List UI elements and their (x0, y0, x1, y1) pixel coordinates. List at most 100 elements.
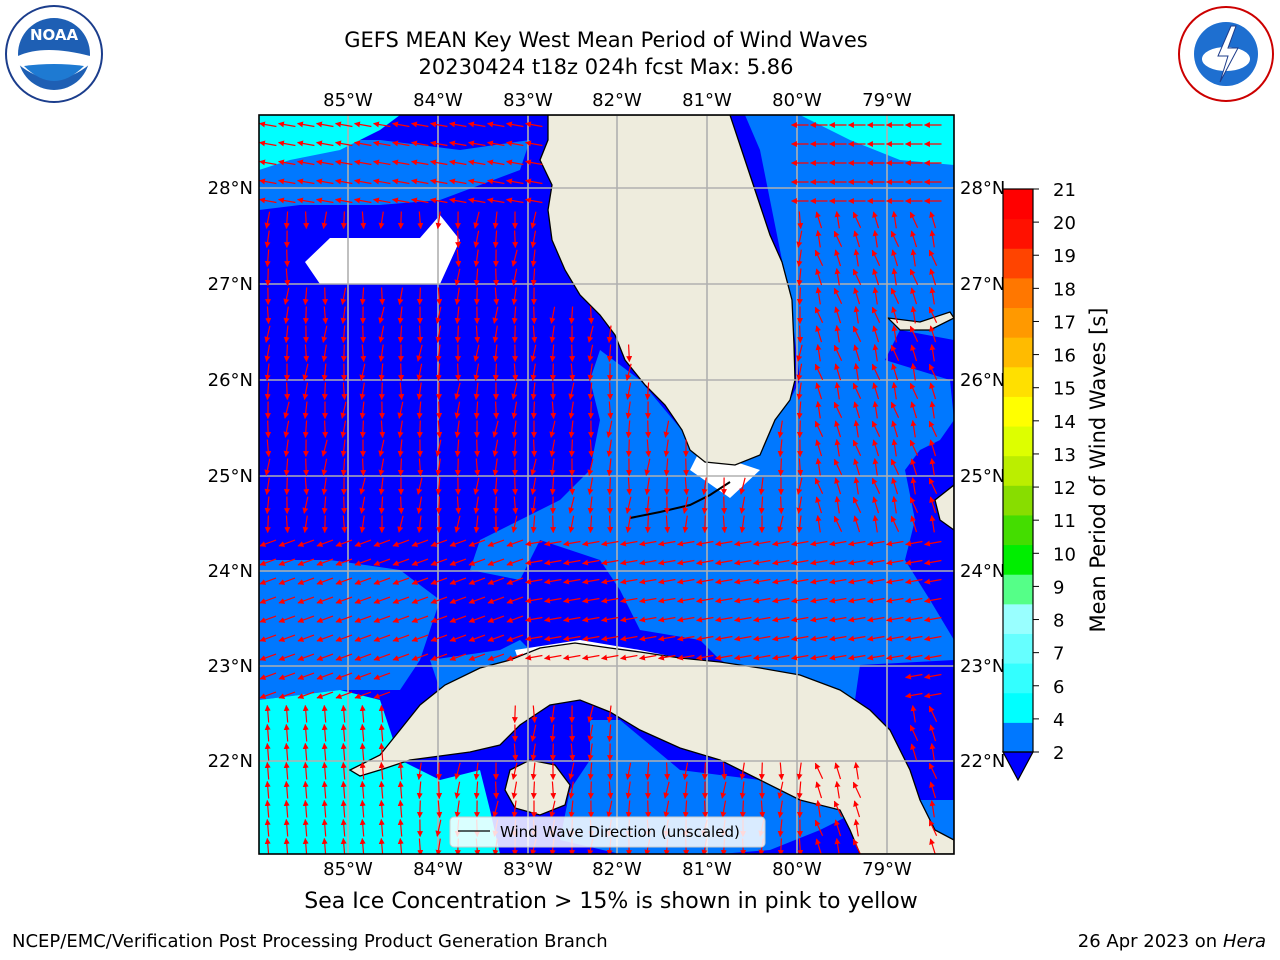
wave-direction-arrow (625, 420, 632, 439)
wave-direction-arrow (777, 439, 784, 458)
wave-direction-arrow (397, 818, 404, 837)
wave-direction-arrow (810, 654, 828, 661)
colorbar-frame (1002, 188, 1034, 753)
wave-direction-arrow (777, 800, 784, 818)
wave-direction-arrow (814, 420, 824, 437)
wave-direction-arrow (810, 635, 828, 642)
colorbar-segment (1003, 514, 1033, 546)
wave-direction-arrow (682, 762, 689, 780)
wave-direction-arrow (283, 742, 290, 761)
wave-direction-arrow (397, 458, 404, 477)
longitude-labels-top: 85°W 84°W 83°W 82°W 81°W 80°W 79°W (323, 90, 912, 111)
wave-direction-arrow (341, 496, 348, 515)
lat-label-left: 25°N (208, 466, 253, 487)
wave-direction-arrow (702, 800, 709, 819)
wave-direction-arrow (264, 458, 271, 476)
wave-direction-arrow (715, 578, 733, 585)
wave-direction-arrow (264, 780, 271, 799)
wave-direction-arrow (549, 363, 556, 382)
wave-direction-arrow (321, 363, 328, 382)
wave-direction-arrow (379, 287, 386, 306)
wave-direction-arrow (411, 178, 429, 185)
wave-direction-arrow (430, 539, 448, 547)
wave-direction-arrow (563, 578, 581, 585)
wave-direction-arrow (834, 382, 841, 400)
wave-direction-arrow (682, 496, 689, 514)
wave-direction-arrow (373, 596, 391, 604)
wave-direction-arrow (853, 230, 861, 248)
wave-direction-arrow (511, 420, 518, 438)
lat-label-left: 22°N (208, 751, 253, 772)
wave-direction-arrow (373, 615, 391, 623)
wave-direction-arrow (871, 363, 881, 380)
wave-direction-arrow (378, 458, 385, 476)
wave-direction-arrow (392, 558, 410, 566)
wave-direction-arrow (473, 382, 480, 400)
wave-direction-arrow (354, 615, 372, 623)
wave-direction-arrow (928, 306, 938, 323)
wave-direction-arrow (815, 382, 823, 400)
wave-direction-arrow (871, 306, 881, 323)
wave-direction-arrow (810, 559, 828, 566)
lat-label-right: 23°N (960, 656, 1005, 677)
wave-direction-arrow (928, 477, 938, 494)
wave-direction-arrow (449, 558, 467, 566)
wave-direction-arrow (511, 249, 518, 267)
wave-direction-arrow (639, 616, 657, 623)
footer-date: 26 Apr 2023 on Hera (1078, 931, 1266, 952)
wave-direction-arrow (677, 578, 695, 585)
colorbar-tick-label: 21 (1053, 180, 1076, 201)
wave-direction-arrow (867, 559, 885, 566)
wave-direction-arrow (359, 780, 366, 799)
wave-direction-arrow (924, 673, 942, 680)
wave-direction-arrow (392, 178, 410, 185)
wave-direction-arrow (340, 704, 347, 723)
wave-direction-arrow (416, 382, 423, 400)
wave-direction-arrow (834, 211, 841, 229)
wave-direction-arrow (340, 401, 347, 419)
wave-direction-arrow (417, 325, 424, 344)
land-masses (348, 115, 954, 854)
wave-direction-arrow (259, 691, 277, 699)
wave-direction-arrow (259, 596, 277, 604)
wave-direction-arrow (759, 800, 766, 819)
wave-direction-arrow (720, 781, 727, 799)
wave-direction-arrow (302, 287, 309, 306)
wave-direction-arrow (834, 268, 841, 286)
wave-direction-arrow (924, 616, 942, 623)
wave-direction-arrow (259, 672, 277, 680)
lon-label-top: 81°W (682, 90, 732, 111)
wave-direction-arrow (525, 616, 543, 623)
wave-direction-arrow (625, 439, 632, 458)
wave-direction-arrow (568, 382, 575, 400)
wave-direction-arrow (929, 325, 937, 343)
wave-direction-arrow (924, 692, 942, 699)
footer-producer: NCEP/EMC/Verification Post Processing Pr… (12, 931, 608, 952)
wave-direction-arrow (814, 762, 824, 779)
wave-direction-arrow (512, 496, 519, 515)
wave-direction-arrow (335, 672, 353, 680)
wave-direction-arrow (791, 559, 809, 566)
wave-direction-arrow (278, 140, 296, 147)
wave-direction-arrow (664, 762, 671, 781)
wave-direction-arrow (796, 249, 803, 267)
wave-direction-arrow (392, 577, 410, 585)
wave-direction-arrow (264, 723, 271, 742)
wave-direction-arrow (682, 781, 689, 799)
wave-direction-arrow (512, 477, 519, 496)
wave-direction-arrow (721, 762, 728, 781)
wave-direction-arrow (928, 819, 938, 836)
wave-direction-arrow (909, 325, 919, 342)
wave-direction-arrow (454, 762, 461, 780)
wave-direction-arrow (411, 615, 429, 623)
wave-direction-arrow (563, 559, 581, 566)
wave-direction-arrow (340, 344, 347, 363)
wave-direction-arrow (791, 654, 809, 661)
wave-direction-arrow (924, 635, 942, 642)
wave-direction-arrow (829, 616, 847, 623)
wave-direction-arrow (473, 230, 480, 248)
wave-direction-arrow (378, 818, 385, 837)
wave-direction-arrow (715, 654, 733, 661)
wave-direction-arrow (416, 515, 423, 533)
wave-direction-arrow (473, 268, 480, 287)
